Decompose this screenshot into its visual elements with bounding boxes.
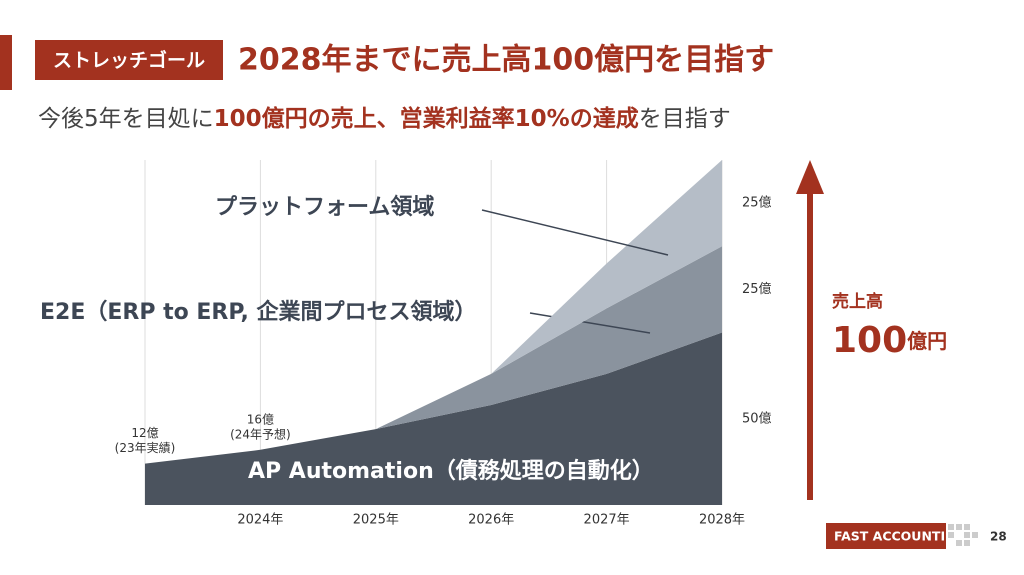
annotation: (23年実績): [115, 440, 176, 455]
value-label: 12億: [131, 426, 158, 440]
leader-line: [529, 312, 651, 334]
x-tick-label: 2028年: [699, 513, 745, 528]
annotation: (24年予想): [230, 426, 291, 441]
badge-text: ストレッチゴール: [53, 49, 205, 72]
logo-text: FAST ACCOUNTING: [834, 529, 966, 544]
badge: [35, 40, 223, 80]
page-number: 28: [990, 530, 1007, 544]
goal-number: 100: [832, 320, 907, 361]
goal-label: 売上高: [832, 291, 883, 312]
value-label: 25億: [742, 281, 772, 297]
subtitle-part: を目指す: [639, 106, 731, 132]
value-label: 25億: [742, 195, 772, 211]
goal-unit: 億円: [907, 329, 947, 353]
value-label: 50億: [742, 410, 772, 426]
x-tick-label: 2025年: [353, 513, 399, 528]
series-label: E2E（ERP to ERP, 企業間プロセス領域）: [40, 299, 476, 325]
area: [491, 160, 722, 374]
area: [375, 246, 722, 430]
value-label: 16億: [247, 412, 274, 426]
chart: 2024年 2025年 2026年 2027年 2028年 12億(23年実績) 16億(2…: [40, 160, 772, 528]
x-tick-label: 2026年: [468, 513, 514, 528]
accent-bar: [0, 35, 12, 90]
goal-arrow-head: [796, 160, 824, 194]
subtitle-part: 今後5年を目処に: [38, 106, 214, 132]
title: 2028年までに売上高100億円を目指す: [238, 43, 774, 78]
subtitle-part: 100億円の売上、営業利益率10%の達成: [214, 105, 639, 132]
series-label: プラットフォーム領域: [215, 194, 434, 220]
subtitle: 今後5年を目処に100億円の売上、営業利益率10%の達成を目指す: [38, 105, 731, 132]
x-tick-label: 2024年: [237, 513, 283, 528]
x-tick-label: 2027年: [584, 513, 630, 528]
series-label: AP Automation（債務処理の自動化）: [248, 458, 654, 484]
area: [145, 332, 722, 505]
logo-box: [826, 523, 946, 549]
logo-icon: [948, 524, 978, 546]
leader-line: [481, 209, 669, 256]
goal-value: 100億円: [832, 320, 947, 361]
